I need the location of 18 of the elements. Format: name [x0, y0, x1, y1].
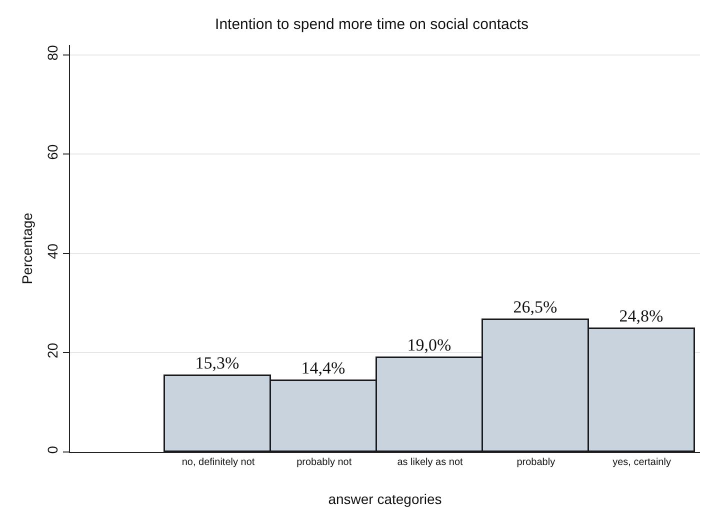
x-tick-label: no, definitely not: [182, 457, 255, 468]
x-tick-label: probably not: [296, 457, 352, 468]
x-tick-label: yes, certainly: [612, 457, 671, 468]
data-label: 19,0%: [407, 335, 452, 354]
data-label: 24,8%: [619, 306, 664, 326]
x-axis-title: answer categories: [328, 491, 442, 507]
data-label: 26,5%: [513, 297, 558, 316]
y-tick-label: 60: [44, 144, 60, 160]
y-tick-label: 20: [44, 342, 60, 358]
x-tick-label: as likely as not: [397, 457, 464, 468]
y-tick-label: 80: [44, 44, 60, 61]
y-tick-label: 40: [44, 243, 60, 260]
y-tick-label: 0: [44, 446, 60, 454]
chart-title: Intention to spend more time on social contacts: [215, 16, 529, 33]
y-axis-title: Percentage: [19, 212, 35, 284]
x-tick-label: probably: [516, 457, 556, 468]
data-label: 14,4%: [301, 358, 346, 378]
data-label: 15,3%: [195, 353, 240, 372]
